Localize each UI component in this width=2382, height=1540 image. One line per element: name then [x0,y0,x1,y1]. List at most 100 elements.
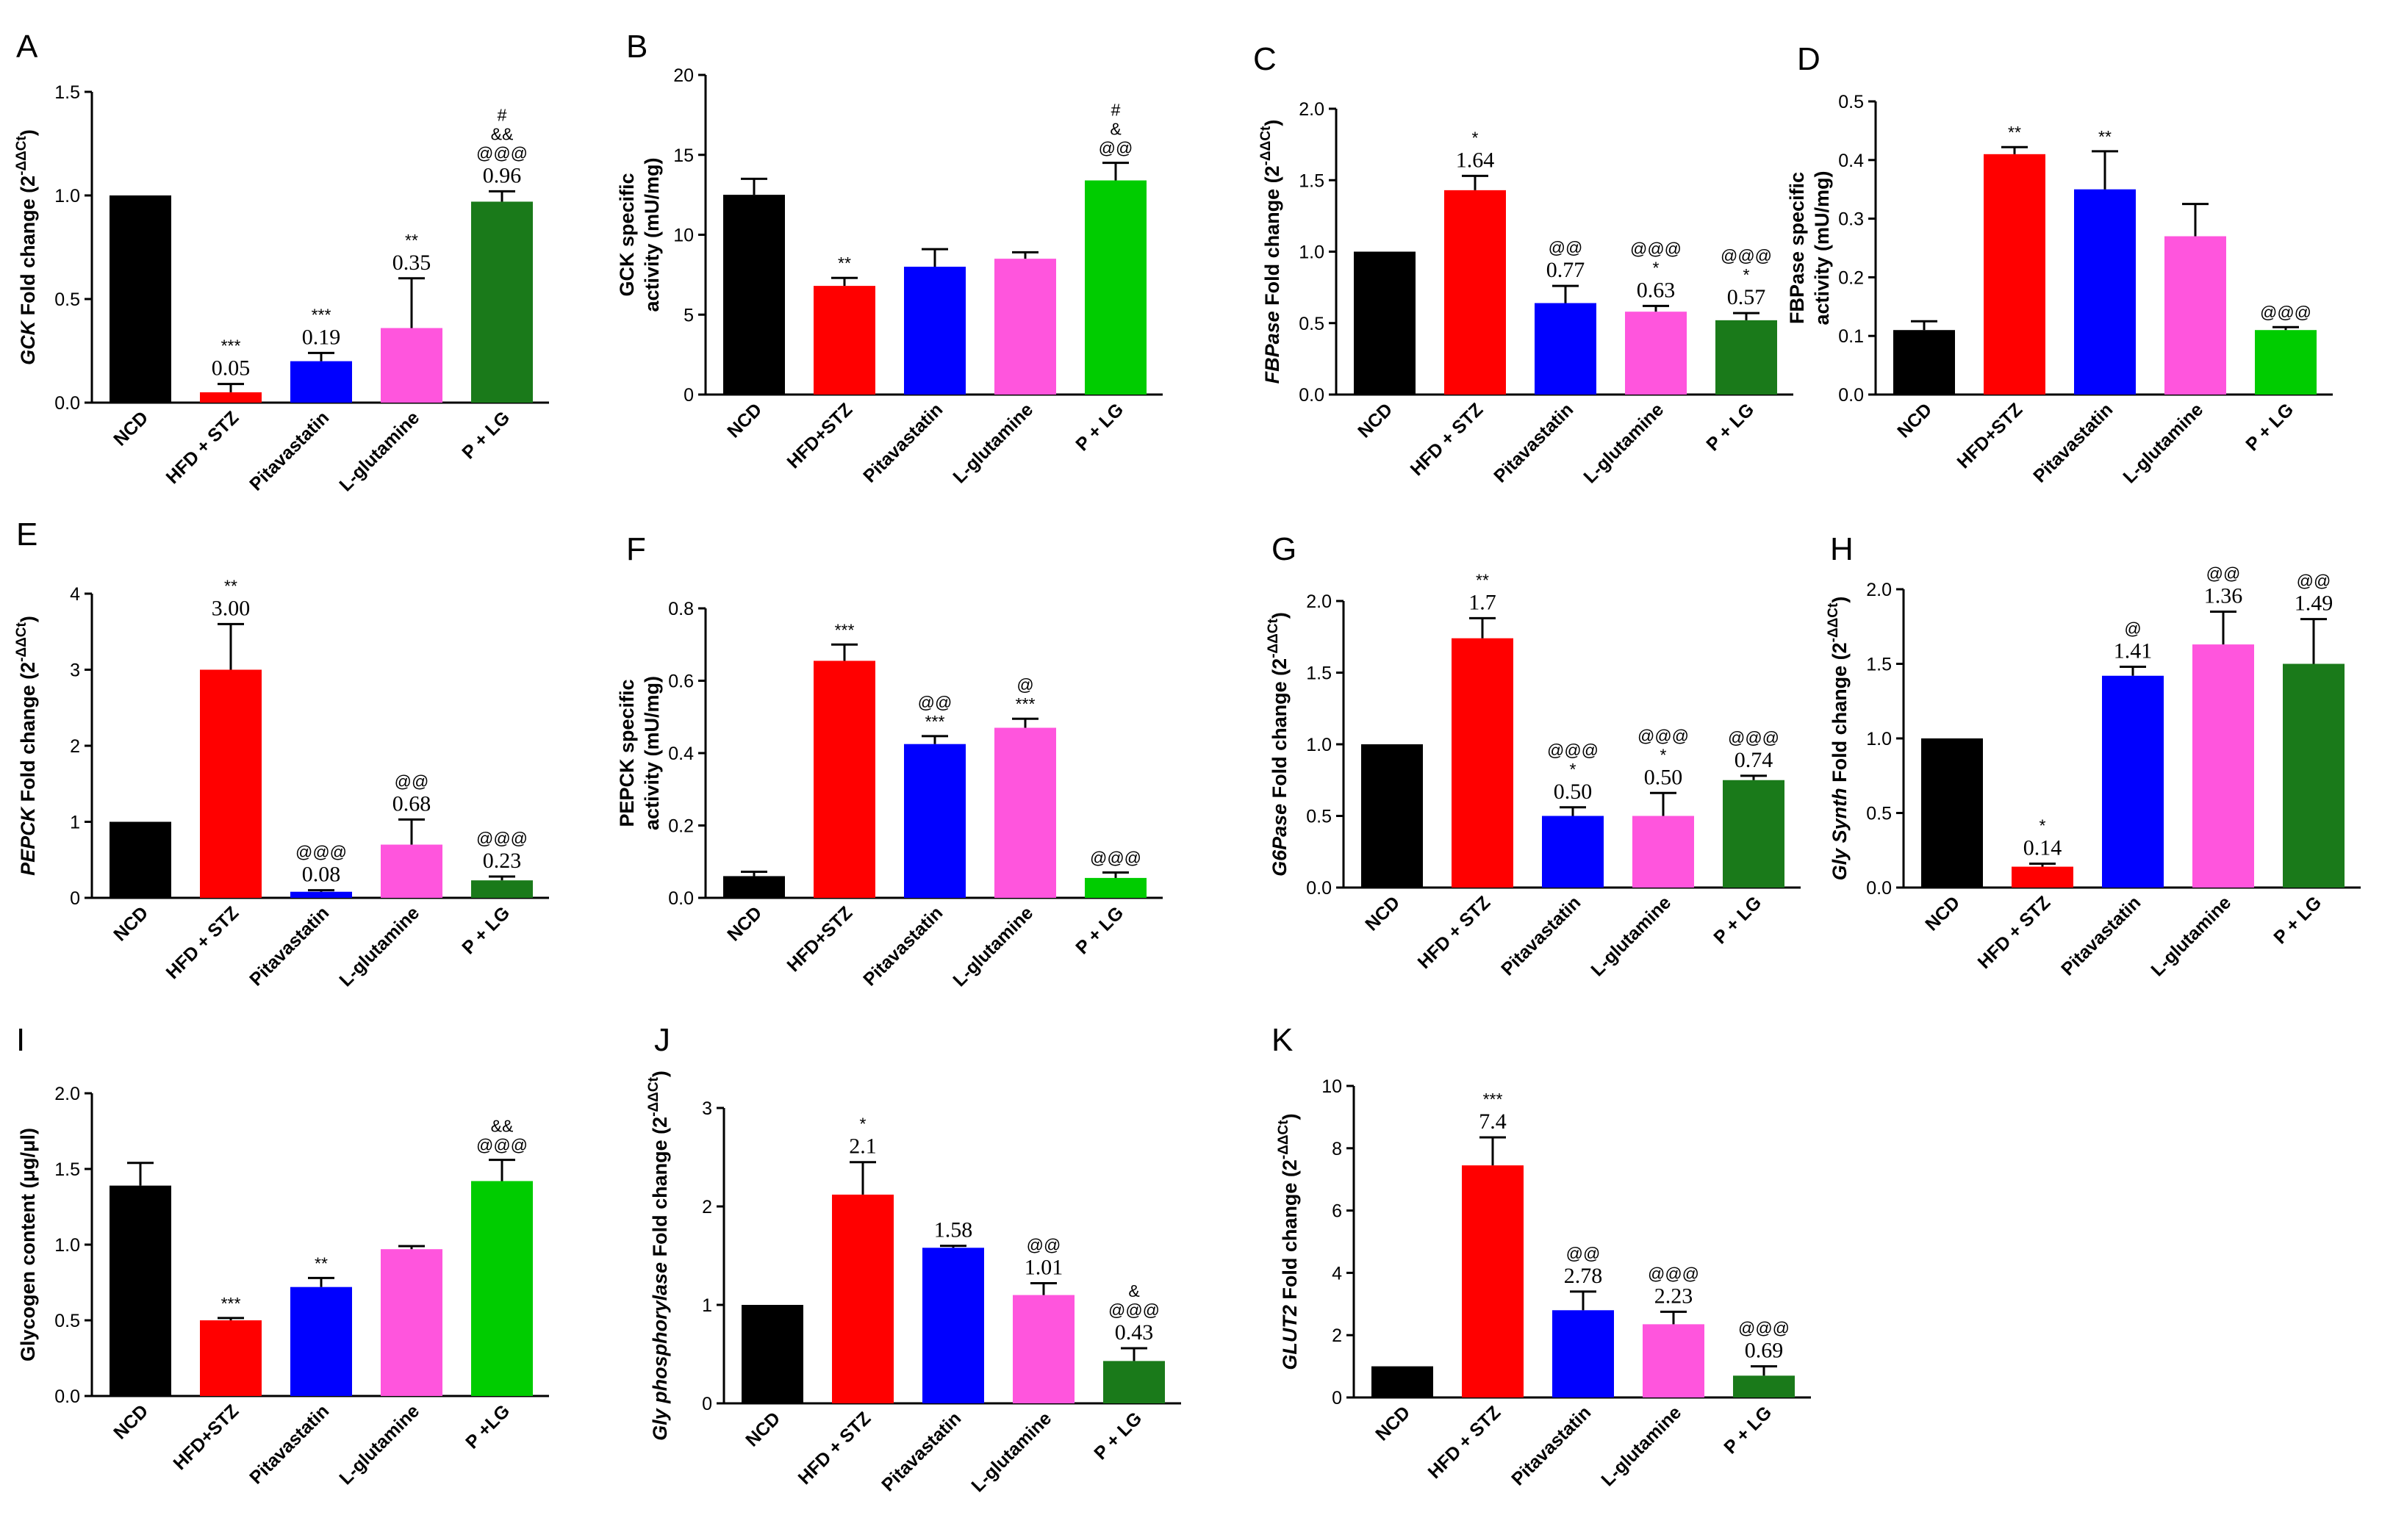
x-tick-label: NCD [1354,399,1396,442]
x-tick-label: P + LG [1720,1402,1776,1458]
y-axis-label: Glycogen content (μg/μl) [17,1128,39,1361]
y-tick-label: 1.5 [54,1159,80,1180]
chart-panel-c: C 0.0 0.5 1.0 1.5 2.0 FBPase Fold change (2-ΔΔ… [1253,41,1793,487]
x-tick-label: Pitavastatin [245,902,333,990]
significance-marker: * [1653,258,1660,277]
data-label: 0.68 [392,791,431,816]
significance-marker: * [1570,760,1576,779]
significance-marker: @@ [1566,1244,1601,1263]
x-tick-label: Pitavastatin [245,1400,333,1488]
y-axis-label: GCK specific [616,173,638,296]
bar-l-glutamine [2164,236,2226,395]
significance-marker: ** [405,231,418,250]
significance-marker: @@@ [1547,741,1599,760]
significance-marker: @ [1016,675,1033,694]
bar-pitavastatin [290,1287,352,1396]
bar-l-glutamine [381,1249,442,1396]
y-axis-label-line2: activity (mU/mg) [1811,170,1833,325]
y-axis-label-sup: -ΔΔCt [14,135,29,175]
bar-hfd-stz [1462,1165,1524,1397]
panel-letter: F [626,531,646,567]
data-label: 1.58 [934,1218,973,1242]
x-tick-label: Pitavastatin [859,902,947,990]
bar-l-glutamine [381,328,442,403]
data-label: 0.43 [1115,1320,1154,1345]
y-tick-label: 10 [1321,1076,1342,1097]
x-tick-label: Pitavastatin [1497,892,1585,979]
bar-hfd-stz [200,669,262,898]
x-tick-label: P +LG [462,1400,514,1453]
y-tick-label: 0.3 [1838,209,1864,230]
significance-marker: & [1110,120,1121,139]
y-tick-label: 0.4 [1838,151,1864,171]
x-tick-label: Pitavastatin [1507,1402,1595,1489]
significance-marker: @@ [2297,572,2331,591]
bar-l-glutamine [1625,312,1687,395]
panel-letter: C [1253,41,1277,77]
x-tick-label: Pitavastatin [859,399,947,486]
panel-letter: H [1830,531,1854,567]
bar-p-lg [1103,1361,1165,1403]
chart-panel-a: A 0.0 0.5 1.0 1.5 GCK Fold change (2-ΔΔCt) NCD… [14,29,549,495]
data-label: 0.35 [392,251,431,275]
y-axis-label-text: Fold change (2 [1269,658,1291,804]
y-axis-label-close: ) [17,129,39,136]
significance-marker: *** [221,1294,241,1313]
x-tick-label: L-glutamine [1597,1402,1685,1490]
chart-panel-d: D 0.0 0.1 0.2 0.3 0.4 0.5 FBPase specific activi… [1786,41,2333,487]
y-axis-label: GCK Fold change (2-ΔΔCt) [14,129,39,365]
panel-letter: E [16,517,37,553]
x-tick-label: HFD+STZ [783,902,856,976]
y-axis-label-close: ) [1261,120,1283,126]
y-tick-label: 4 [70,584,80,605]
significance-marker: & [1128,1281,1139,1300]
y-tick-label: 2.0 [1866,580,1892,600]
y-tick-label: 0.1 [1838,326,1864,347]
bar-ncd [742,1305,803,1403]
significance-marker: @ [2124,619,2141,638]
data-label: 2.1 [849,1134,877,1159]
x-tick-label: NCD [110,902,152,945]
significance-marker: @@@ [476,829,528,848]
y-tick-label: 15 [673,145,694,166]
y-tick-label: 1.0 [1866,729,1892,749]
y-tick-label: 3 [702,1098,712,1119]
x-tick-label: L-glutamine [967,1408,1055,1496]
y-tick-label: 1.5 [54,82,80,103]
significance-marker: @@@ [2260,303,2311,322]
x-tick-label: HFD+STZ [1953,399,2026,472]
y-tick-label: 0 [684,385,694,406]
bar-ncd [723,876,785,898]
bar-hfd-stz [200,392,262,403]
y-axis-label-sup: -ΔΔCt [14,622,29,661]
x-tick-label: Pitavastatin [2057,892,2145,979]
y-tick-label: 1.0 [54,186,80,206]
y-tick-label: 0.5 [1838,92,1864,112]
y-tick-label: 2.0 [1299,99,1324,120]
x-tick-label: L-glutamine [335,1400,423,1489]
y-tick-label: 0.5 [1306,807,1332,827]
x-tick-label: L-glutamine [949,902,1037,990]
y-tick-label: 10 [673,226,694,246]
significance-marker: ** [224,576,237,595]
data-label: 3.00 [212,596,251,620]
data-label: 0.19 [302,325,341,349]
x-tick-label: L-glutamine [2147,892,2235,980]
y-tick-label: 1 [70,813,80,833]
data-label: 0.69 [1745,1339,1784,1363]
bar-pitavastatin [2102,675,2164,888]
y-axis-label-text: Fold change (2 [17,662,39,807]
y-axis-label-gene: G6Pase [1269,804,1291,877]
y-tick-label: 0.0 [1866,878,1892,899]
bar-pitavastatin [1542,816,1604,888]
y-tick-label: 8 [1332,1139,1342,1159]
x-tick-label: HFD + STZ [1974,892,2055,973]
y-tick-label: 1 [702,1295,712,1316]
significance-marker: @@ [918,693,953,712]
data-label: 0.14 [2023,836,2062,860]
y-tick-label: 0.0 [54,1386,80,1407]
bar-ncd [1893,330,1955,395]
y-axis-label-sup: -ΔΔCt [1258,126,1274,165]
x-tick-label: L-glutamine [949,399,1037,487]
bar-ncd [723,195,785,395]
